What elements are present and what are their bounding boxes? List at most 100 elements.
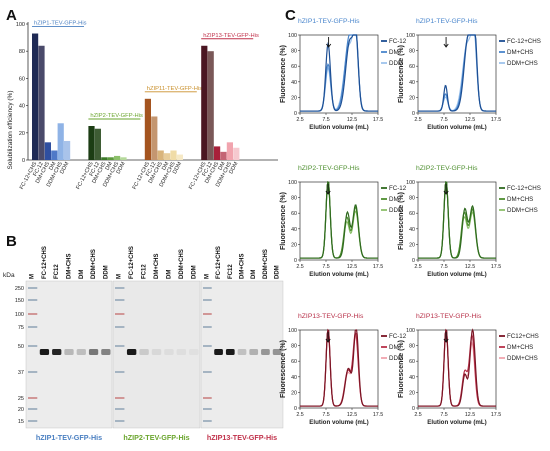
x-axis-label: Elution volume (mL) <box>309 419 368 426</box>
protein-band <box>126 349 137 355</box>
chromatogram: hZIP2-TEV-GFP-His 0 20 40 60 80 100 2.5 7.5 12.5 1… <box>398 165 541 278</box>
blot: M FC-12+CHS FC12 DM+CHS DM DDM+CHS DDM hZIP13-T… <box>200 246 284 442</box>
marker-label: 37 <box>18 370 24 376</box>
chromatogram: hZIP13-TEV-GFP-His 0 20 40 60 80 100 2.5 7.5 12.5… <box>280 313 407 426</box>
y-tick-label: 40 <box>19 104 25 110</box>
bar <box>220 151 227 160</box>
x-tick-label: 7.5 <box>322 117 329 123</box>
trace-line <box>300 180 378 259</box>
trace-line <box>418 34 496 112</box>
y-tick-label: 20 <box>409 242 415 248</box>
legend-label: DM <box>389 49 399 56</box>
lane-label: DM+CHS <box>67 253 73 279</box>
marker-label: 15 <box>18 419 24 425</box>
trace-line <box>418 180 496 259</box>
legend-label: DDM+CHS <box>507 207 538 214</box>
protein-band <box>272 349 282 355</box>
y-tick-label: 100 <box>288 328 297 334</box>
x-tick-label: 17.5 <box>373 117 383 123</box>
y-tick-label: 80 <box>291 196 297 202</box>
group-label: hZIP2-TEV-GFP-His <box>90 113 143 119</box>
bar <box>120 157 127 160</box>
y-tick-label: 60 <box>409 211 415 217</box>
x-axis-label: Elution volume (mL) <box>309 124 368 131</box>
group-label: hZIP1-TEV-GFP-His <box>34 21 87 27</box>
legend-label: DM+CHS <box>507 49 533 56</box>
legend-label: DDM <box>389 207 403 214</box>
chromatogram: hZIP13-TEV-GFP-His 0 20 40 60 80 100 2.5 7.5 12.5… <box>398 313 539 426</box>
x-axis-label: Elution volume (mL) <box>309 271 368 278</box>
y-tick-label: 100 <box>288 180 297 186</box>
void-peak-arrow <box>326 37 332 48</box>
category-tick-label: DDM <box>228 161 239 175</box>
protein-band <box>164 349 174 355</box>
bar <box>44 142 51 160</box>
protein-band <box>225 349 235 355</box>
bar <box>144 98 151 160</box>
lane-label: DDM+CHS <box>179 249 185 279</box>
y-tick-label: 0 <box>294 111 297 117</box>
marker-label: 150 <box>15 298 24 304</box>
x-tick-label: 12.5 <box>347 412 357 418</box>
category-tick-label: DDM <box>172 161 183 175</box>
lane-label: M <box>117 274 123 279</box>
x-tick-label: 12.5 <box>465 117 475 123</box>
trace-line <box>300 180 378 259</box>
lane-label: FC12 <box>54 264 60 279</box>
y-tick-label: 40 <box>291 375 297 381</box>
y-tick-label: 0 <box>294 258 297 264</box>
lane-label: DDM <box>275 265 281 279</box>
chromatogram: hZIP1-TEV-GFP-His 0 20 40 60 80 100 2.5 7.5 12.5 1… <box>280 18 407 131</box>
marker-band <box>28 371 38 373</box>
marker-band <box>28 313 38 315</box>
y-axis-label: Fluorescence (%) <box>398 192 405 250</box>
legend-label: FC-12 <box>389 185 407 192</box>
legend-label: DDM+CHS <box>507 355 538 362</box>
bar <box>38 45 45 161</box>
bar <box>88 126 95 160</box>
trace-line <box>300 328 378 407</box>
category-tick-label: DM <box>105 161 115 172</box>
x-tick-label: 2.5 <box>296 264 303 270</box>
x-tick-label: 12.5 <box>347 117 357 123</box>
kda-label: kDa <box>3 272 15 279</box>
y-tick-label: 20 <box>409 390 415 396</box>
category-tick-label: DM <box>217 161 227 172</box>
chromatogram-title: hZIP2-TEV-GFP-His <box>416 165 478 172</box>
marker-band <box>28 397 38 399</box>
legend-label: DDM <box>389 355 403 362</box>
x-tick-label: 7.5 <box>322 412 329 418</box>
y-tick-label: 100 <box>288 33 297 39</box>
marker-band <box>203 345 212 347</box>
marker-band <box>28 408 38 410</box>
bar <box>101 157 108 160</box>
bar <box>151 116 158 160</box>
legend-label: FC-12+CHS <box>507 185 541 192</box>
legend-label: FC-12 <box>389 333 407 340</box>
blot-protein-label: hZIP1-TEV-GFP-His <box>36 433 102 442</box>
category-tick-label: DM <box>48 161 58 172</box>
x-tick-label: 17.5 <box>491 117 501 123</box>
panel-a-letter: A <box>6 7 17 24</box>
lane-label: DDM+CHS <box>91 249 97 279</box>
marker-band <box>115 420 125 422</box>
protein-band <box>52 349 62 355</box>
bar <box>64 140 71 160</box>
void-peak-arrow <box>443 37 449 48</box>
y-tick-label: 60 <box>291 359 297 365</box>
chromatogram-title: hZIP2-TEV-GFP-His <box>298 165 360 172</box>
protein-band <box>261 349 270 355</box>
x-tick-label: 2.5 <box>296 117 303 123</box>
lane-label: M <box>30 274 36 279</box>
marker-band <box>203 371 212 373</box>
marker-band <box>115 397 125 399</box>
bar <box>164 153 171 160</box>
marker-band <box>115 345 125 347</box>
y-axis-label: Fluorescence (%) <box>280 45 287 103</box>
protein-band <box>101 349 111 355</box>
marker-band <box>28 299 38 301</box>
legend-label: DM+CHS <box>507 344 533 351</box>
protein-band <box>64 349 74 355</box>
bar <box>114 155 121 160</box>
x-tick-label: 7.5 <box>440 412 447 418</box>
